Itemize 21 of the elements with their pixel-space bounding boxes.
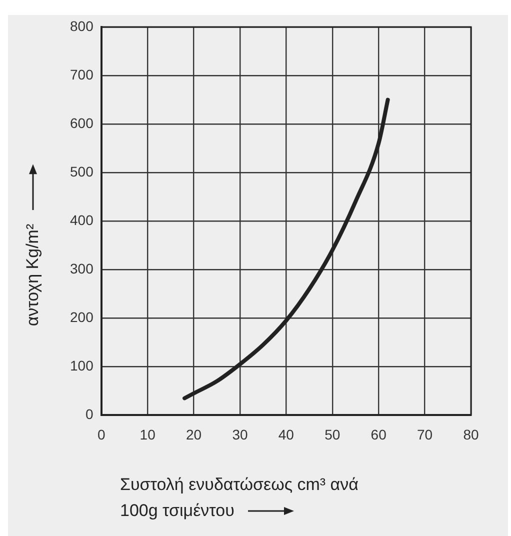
y-tick-label: 400 bbox=[70, 212, 94, 228]
x-tick-label: 70 bbox=[417, 426, 433, 442]
x-tick-label: 10 bbox=[140, 426, 156, 442]
y-tick-label: 200 bbox=[70, 309, 94, 326]
y-axis-title: αντοχη Kg/m² bbox=[23, 224, 43, 326]
x-tick-label: 60 bbox=[370, 426, 387, 442]
y-tick-label: 600 bbox=[70, 114, 94, 131]
x-axis-title: Συστολή ενυδατώσεως cm³ ανά 100g τσιμέντου bbox=[120, 475, 358, 520]
y-tick-label: 100 bbox=[70, 358, 94, 374]
x-tick-label: 0 bbox=[97, 426, 106, 442]
y-tick-label: 300 bbox=[70, 260, 94, 276]
x-tick-label: 40 bbox=[278, 426, 294, 442]
x-tick-label: 80 bbox=[463, 426, 479, 442]
y-tick-label: 700 bbox=[70, 66, 94, 82]
line-series bbox=[182, 98, 390, 400]
y-tick-label: 500 bbox=[70, 163, 94, 180]
x-tick-label: 50 bbox=[324, 426, 340, 442]
x-tick-label: 30 bbox=[232, 426, 248, 442]
y-tick-label: 0 bbox=[86, 406, 94, 422]
x-tick-label: 20 bbox=[186, 426, 202, 442]
y-tick-label: 800 bbox=[70, 18, 94, 34]
